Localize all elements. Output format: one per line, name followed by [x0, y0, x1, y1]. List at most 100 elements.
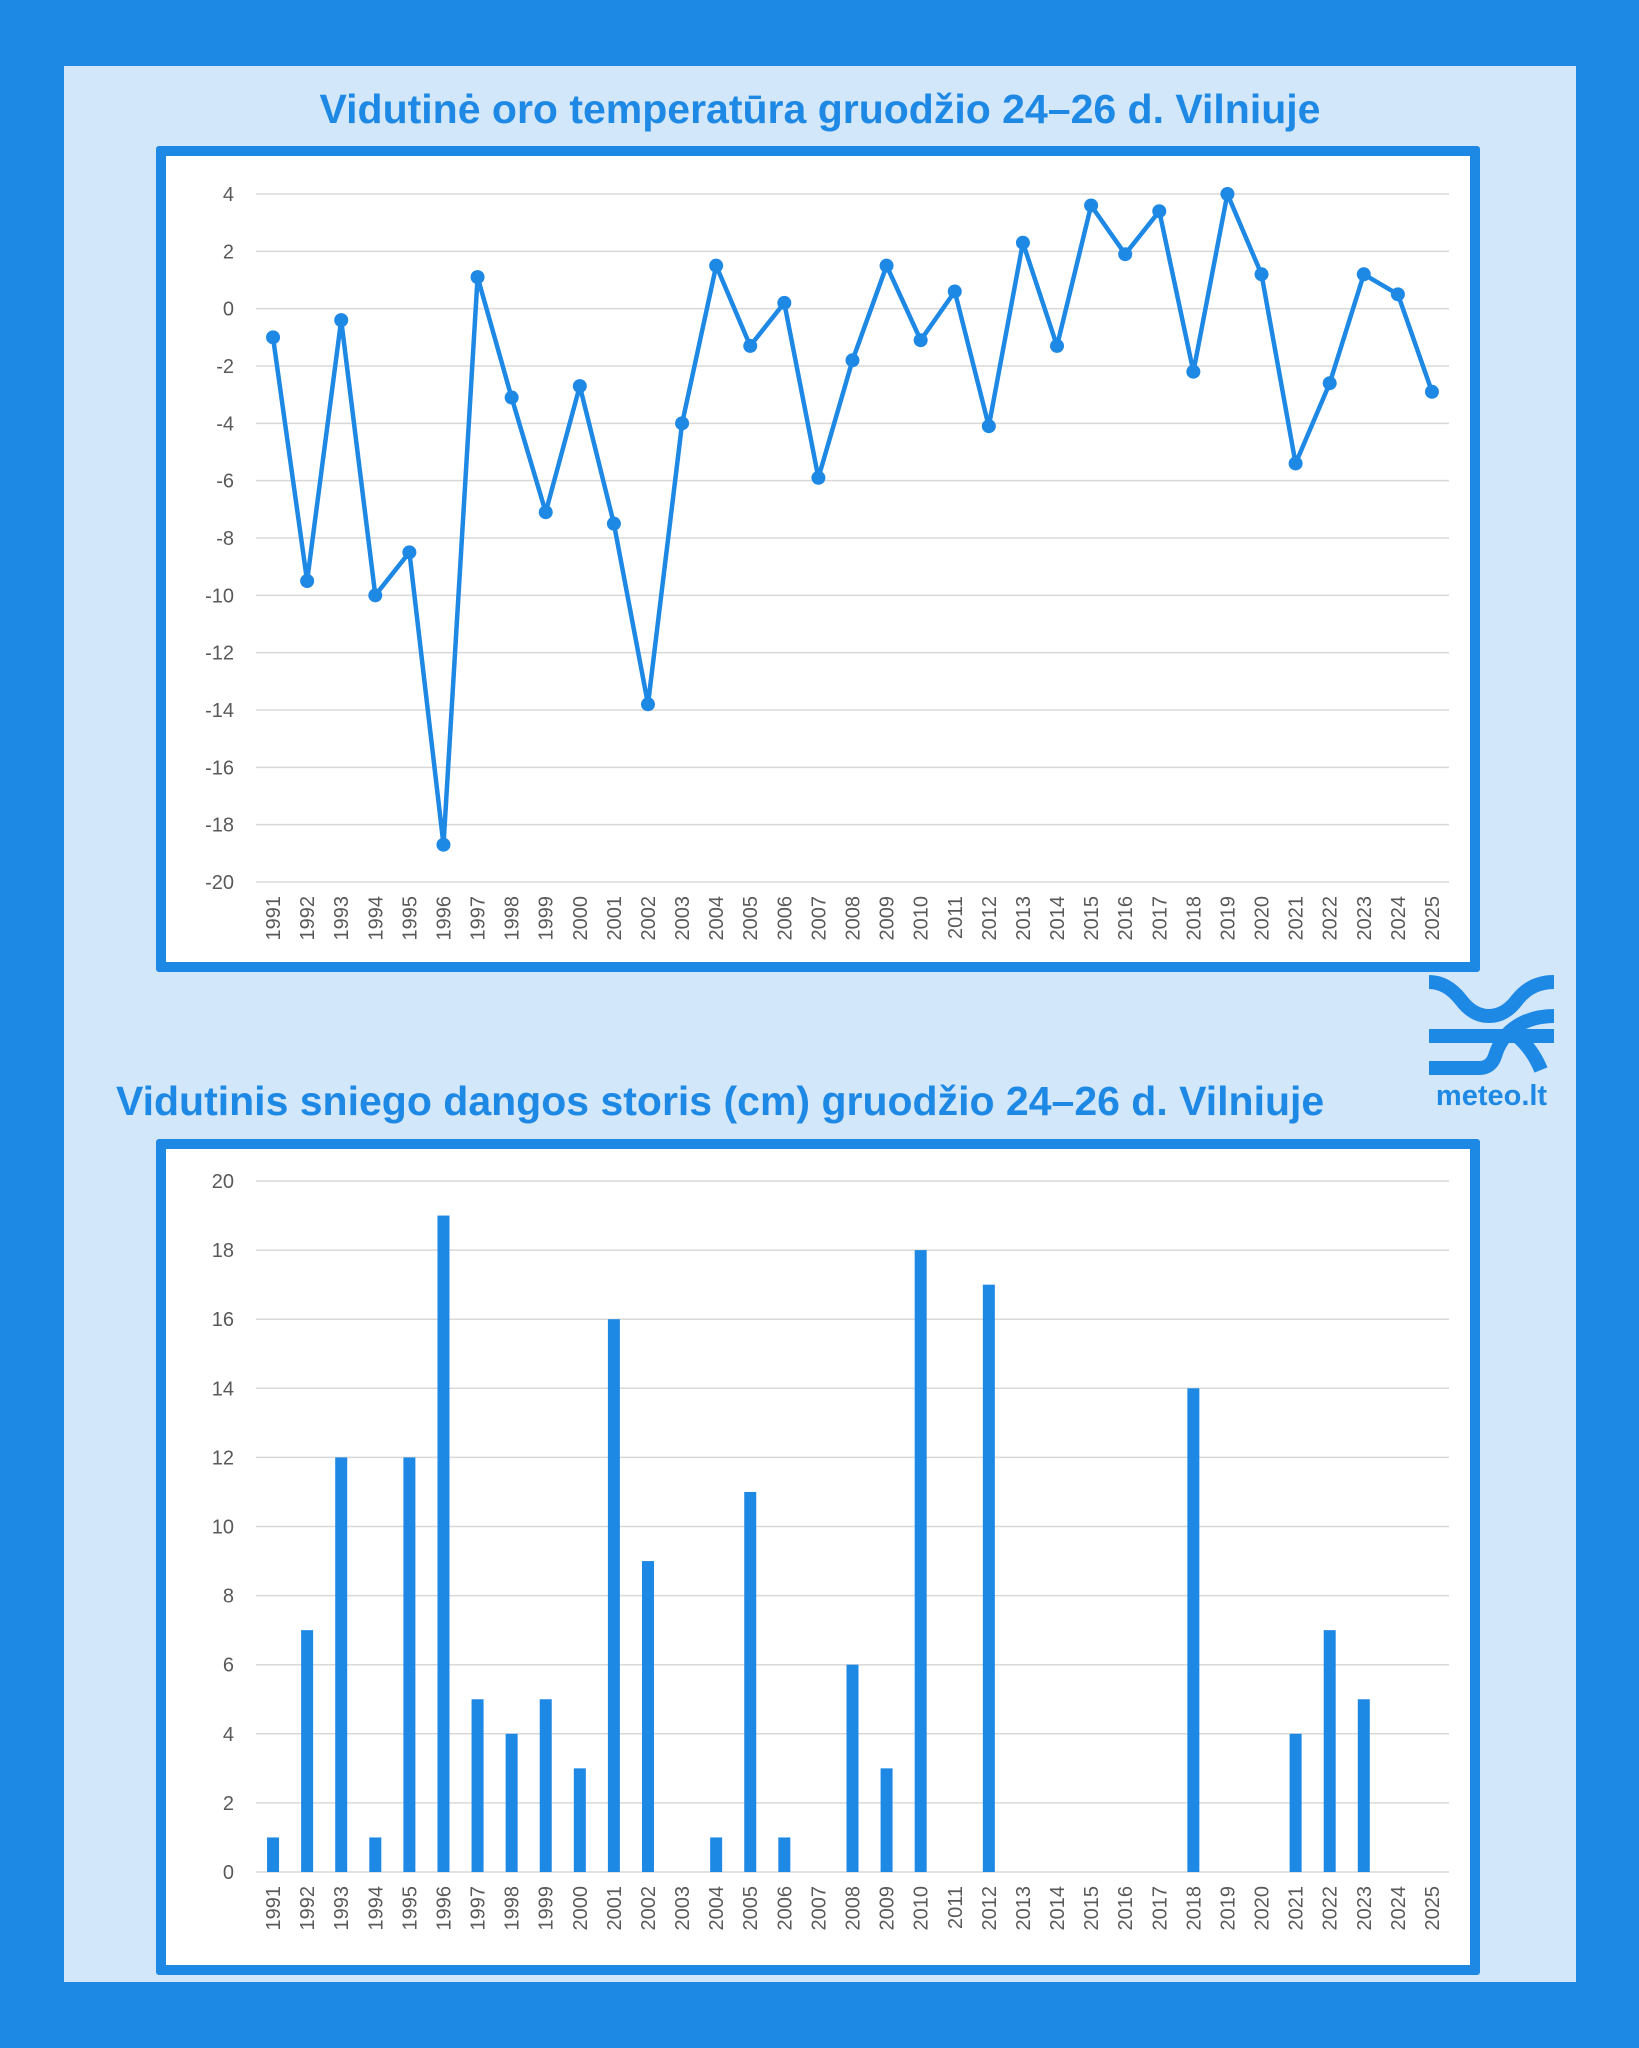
y-tick-label: 4 — [223, 184, 234, 206]
x-tick-label: 2010 — [911, 1886, 933, 1931]
data-point — [640, 697, 655, 712]
data-point — [1118, 247, 1133, 262]
y-tick-label: 10 — [212, 1517, 234, 1539]
x-tick-label: 2003 — [672, 896, 694, 941]
x-tick-label: 2003 — [672, 1886, 694, 1931]
x-tick-label: 1992 — [297, 1886, 319, 1931]
x-tick-label: 1998 — [502, 896, 524, 941]
data-point — [606, 516, 621, 531]
data-point — [947, 284, 962, 299]
temperature-chart: 4 2 0 -2 -4 -6 -8 -10 -12 -14 -16 -18 -20 1991 1992 199… — [156, 146, 1480, 972]
y-tick-label: -4 — [216, 413, 234, 435]
x-tick-label: 2017 — [1149, 896, 1171, 941]
data-point — [1288, 456, 1303, 471]
x-tick-label: 2019 — [1217, 896, 1239, 941]
x-tick-label: 1993 — [331, 896, 353, 941]
x-tick-label: 1994 — [365, 1886, 387, 1931]
x-tick-label: 2019 — [1217, 1886, 1239, 1931]
y-tick-label: 12 — [212, 1447, 234, 1469]
x-tick-label: 2004 — [706, 896, 728, 941]
bar — [982, 1284, 995, 1872]
bar — [335, 1457, 348, 1872]
x-tick-label: 2012 — [979, 896, 1001, 941]
x-tick-label: 2014 — [1047, 896, 1069, 941]
x-tick-label: 2016 — [1115, 1886, 1137, 1931]
x-tick-label: 1999 — [536, 896, 558, 941]
bar — [744, 1491, 757, 1872]
y-tick-label: -8 — [216, 528, 234, 550]
x-tick-label: 2022 — [1320, 1886, 1342, 1931]
bar — [301, 1630, 314, 1872]
bar — [1323, 1630, 1336, 1872]
x-tick-label: 2001 — [604, 896, 626, 941]
data-point — [1015, 235, 1030, 250]
x-tick-label: 2021 — [1286, 1886, 1308, 1931]
x-tick-label: 2020 — [1252, 1886, 1274, 1931]
meteo-waves-logo-icon — [1429, 975, 1554, 1075]
snow-chart-title: Vidutinis sniego dangos storis (cm) gruo… — [116, 1078, 1325, 1124]
y-tick-label: 0 — [223, 299, 234, 321]
data-point — [913, 333, 928, 348]
x-tick-label: 2008 — [843, 896, 865, 941]
y-tick-label: 2 — [223, 241, 234, 263]
bar — [1289, 1733, 1302, 1872]
y-tick-label: 18 — [212, 1240, 234, 1262]
data-point — [538, 505, 553, 520]
data-point — [743, 338, 758, 353]
data-point — [504, 390, 519, 405]
x-tick-label: 2016 — [1115, 896, 1137, 941]
x-tick-label: 1998 — [502, 1886, 524, 1931]
x-tick-label: 2023 — [1354, 1886, 1376, 1931]
x-tick-label: 2020 — [1252, 896, 1274, 941]
main-panel: Vidutinė oro temperatūra gruodžio 24–26 … — [64, 66, 1576, 1982]
x-tick-label: 2017 — [1149, 1886, 1171, 1931]
bar — [573, 1768, 586, 1872]
data-point — [1186, 364, 1201, 379]
meteo-logo: meteo.lt — [1429, 970, 1554, 1113]
y-tick-label: -14 — [205, 700, 234, 722]
x-tick-label: 2010 — [911, 896, 933, 941]
data-point — [572, 379, 587, 394]
x-tick-label: 2024 — [1388, 1886, 1410, 1931]
y-tick-label: -6 — [216, 471, 234, 493]
x-tick-label: 2008 — [843, 1886, 865, 1931]
x-tick-label: 2011 — [945, 896, 967, 939]
x-tick-label: 2006 — [774, 896, 796, 941]
x-tick-label: 2013 — [1013, 1886, 1035, 1931]
data-point — [1356, 267, 1371, 282]
x-tick-label: 2005 — [740, 1886, 762, 1931]
y-tick-label: 2 — [223, 1793, 234, 1815]
y-tick-label: -16 — [205, 757, 234, 779]
temperature-chart-title: Vidutinė oro temperatūra gruodžio 24–26 … — [319, 86, 1321, 132]
x-tick-label: 2000 — [570, 896, 592, 941]
data-point — [845, 353, 860, 368]
x-tick-label: 2015 — [1081, 896, 1103, 941]
bar — [710, 1837, 723, 1872]
data-point — [1152, 204, 1167, 219]
x-tick-label: 1994 — [365, 896, 387, 941]
data-point — [1220, 187, 1235, 201]
data-point — [675, 416, 690, 431]
bar — [369, 1837, 382, 1872]
y-tick-label: 16 — [212, 1309, 234, 1331]
data-point — [1424, 384, 1439, 399]
data-point — [1390, 287, 1405, 302]
y-tick-label: -2 — [216, 356, 234, 378]
data-point — [266, 330, 281, 345]
x-tick-label: 2007 — [808, 896, 830, 941]
y-tick-label: 6 — [223, 1655, 234, 1677]
x-tick-label: 1997 — [468, 896, 490, 941]
x-tick-label: 2002 — [638, 1886, 660, 1931]
bar — [267, 1837, 280, 1872]
data-point — [470, 270, 485, 285]
x-tick-label: 2022 — [1320, 896, 1342, 941]
data-point — [709, 258, 724, 273]
x-tick-label: 1995 — [399, 1886, 421, 1931]
x-tick-label: 2005 — [740, 896, 762, 941]
x-tick-label: 2015 — [1081, 1886, 1103, 1931]
data-point — [1322, 376, 1337, 391]
data-point — [1254, 267, 1269, 282]
x-tick-label: 2004 — [706, 1886, 728, 1931]
bar — [778, 1837, 791, 1872]
